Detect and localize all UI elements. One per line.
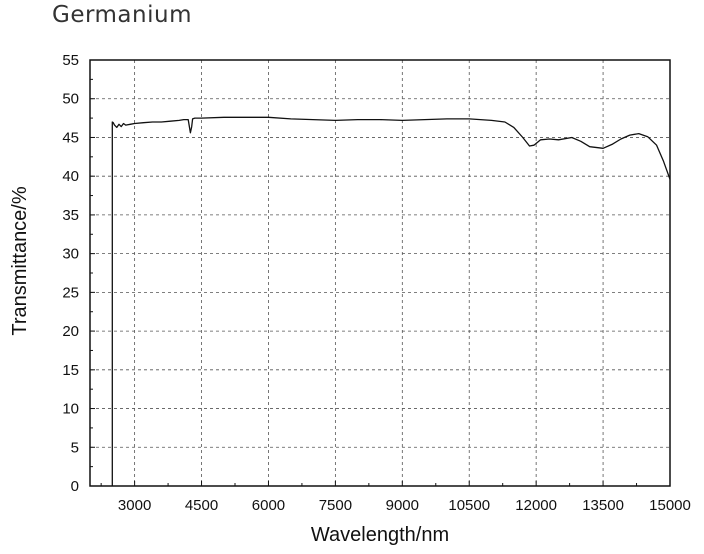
- x-tick-label: 4500: [185, 497, 218, 514]
- y-tick-label: 55: [62, 52, 79, 69]
- y-tick-label: 30: [62, 246, 79, 263]
- x-tick-label: 6000: [252, 497, 285, 514]
- x-axis-title: Wavelength/nm: [311, 524, 449, 546]
- y-tick-label: 35: [62, 207, 79, 224]
- y-tick-label: 25: [62, 284, 79, 301]
- x-tick-label: 9000: [386, 497, 419, 514]
- y-tick-label: 5: [71, 439, 79, 456]
- grid-layer: [90, 60, 670, 486]
- page-title: Germanium: [52, 2, 192, 28]
- x-tick-label: 7500: [319, 497, 352, 514]
- y-tick-label: 15: [62, 362, 79, 379]
- x-tick-label: 12000: [515, 497, 557, 514]
- plot-frame: [89, 59, 671, 487]
- y-tick-label: 10: [62, 401, 79, 418]
- x-tick-label: 13500: [582, 497, 624, 514]
- y-tick-label: 40: [62, 168, 79, 185]
- y-tick-label: 0: [71, 478, 79, 495]
- x-tick-label: 3000: [118, 497, 151, 514]
- x-tick-label: 15000: [649, 497, 691, 514]
- x-tick-label: 10500: [448, 497, 490, 514]
- transmittance-series-line: [111, 116, 671, 486]
- tick-label-layer: 3000 4500 6000 7500 9000 10500 12000 13500 15000…: [62, 52, 691, 514]
- y-tick-label: 50: [62, 91, 79, 108]
- tick-layer: [90, 59, 671, 487]
- y-tick-label: 20: [62, 323, 79, 340]
- y-tick-label: 45: [62, 129, 79, 146]
- y-axis-title: Transmittance/%: [9, 186, 31, 336]
